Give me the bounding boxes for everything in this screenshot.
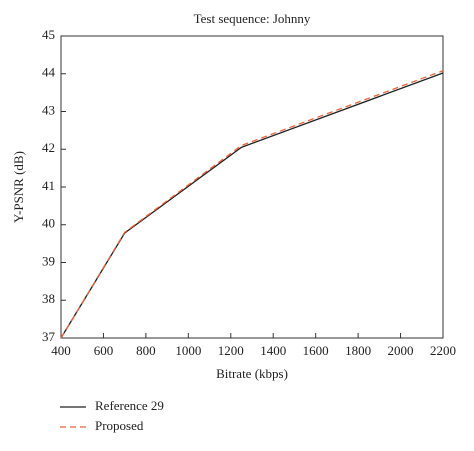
series-line <box>60 70 444 339</box>
y-tick-label: 45 <box>42 27 55 42</box>
y-tick-label: 42 <box>42 140 55 155</box>
x-tick-label: 800 <box>136 343 156 358</box>
plot-frame <box>60 35 444 339</box>
y-tick-label: 39 <box>42 253 55 268</box>
x-tick-label: 1600 <box>303 343 329 358</box>
x-axis-label: Bitrate (kbps) <box>216 366 288 381</box>
y-tick-label: 37 <box>42 329 56 344</box>
x-tick-label: 400 <box>51 343 71 358</box>
x-tick-label: 1000 <box>175 343 201 358</box>
legend-label: Reference 29 <box>95 398 164 413</box>
y-axis-label: Y-PSNR (dB) <box>11 151 26 223</box>
series-line <box>60 72 444 339</box>
x-tick-label: 1400 <box>260 343 286 358</box>
x-tick-label: 1200 <box>218 343 244 358</box>
y-tick-label: 41 <box>42 178 55 193</box>
y-tick-label: 38 <box>42 291 55 306</box>
x-tick-label: 600 <box>94 343 114 358</box>
x-tick-label: 2200 <box>430 343 456 358</box>
y-tick-label: 44 <box>42 65 56 80</box>
legend-label: Proposed <box>95 418 144 433</box>
x-tick-label: 2000 <box>388 343 414 358</box>
y-tick-label: 43 <box>42 102 55 117</box>
x-tick-label: 1800 <box>345 343 371 358</box>
chart-title: Test sequence: Johnny <box>194 11 311 26</box>
y-tick-label: 40 <box>42 216 55 231</box>
